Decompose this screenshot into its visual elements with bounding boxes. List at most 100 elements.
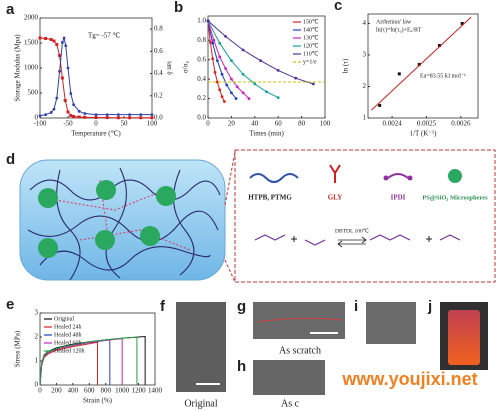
series-line [39,37,153,119]
panel-label: c [334,0,342,14]
marker [94,113,98,117]
x-tick-label: 0 [94,120,98,128]
x-axis-title: Temperature (℃) [71,130,121,138]
legend-label: Healed 120h [54,348,85,354]
y-axis-title: Storage Modulus (Mpa) [14,34,22,102]
component-label: IPDI [391,194,406,202]
marker [55,43,59,46]
caption: As c [281,398,300,409]
y-axis-title: Stress (MPa) [14,330,22,367]
y-axis-title: σ/σ₀ [182,60,190,72]
marker [276,96,280,99]
marker [66,110,70,114]
y-tick-label: 500 [28,89,39,97]
annotation: Tg= -57 ℃ [88,32,121,40]
marker [72,115,76,118]
marker [241,48,245,52]
marker [218,41,222,45]
y2-axis-title: tan δ [165,61,173,75]
panel-label: h [237,358,246,375]
panel-label: d [6,151,15,168]
marker [224,35,227,38]
x-tick-label: 1000 [115,387,130,395]
y-tick-label: 4 [363,19,367,27]
marker [397,72,401,76]
x-tick-label: 400 [68,387,79,395]
x-tick-label: 50 [121,120,129,128]
panel-label: a [6,1,15,18]
component-label: GLY [328,194,343,202]
marker [77,115,81,119]
marker [378,103,382,107]
marker [150,113,154,117]
legend-label: Healed 48h [54,332,82,338]
series-line [39,336,138,386]
x-tick-label: -50 [63,120,73,128]
vial [448,310,480,365]
marker [253,82,257,86]
x-tick-label: 1400 [148,387,163,395]
marker [259,59,263,63]
marker [235,85,239,89]
marker [58,54,62,57]
y-tick-label: 0.2 [197,94,206,102]
marker [222,100,226,103]
marker [61,41,64,44]
y2-tick-label: 0.0 [154,114,163,122]
component-label: PS@SiO₂ Microspheres [422,194,488,201]
marker [206,19,210,23]
plot-frame [367,13,479,119]
x-tick-label: 600 [84,387,95,395]
marker [63,99,67,102]
marker [220,72,224,76]
x-tick-label: 100 [320,120,331,128]
marker [208,40,212,44]
x-tick-label: 0.0025 [417,120,437,128]
marker [62,36,66,40]
legend-label: 110℃ [303,51,319,57]
x-tick-label: 0.0026 [451,120,471,128]
marker [224,67,227,70]
marker [230,59,233,63]
marker [220,95,224,99]
x-tick-label: 40 [251,120,259,128]
panel-label: j [427,298,432,315]
y-tick-label: 1500 [24,39,39,47]
y-tick-label: 0 [35,114,39,122]
y-tick-label: 3 [35,309,39,317]
y-tick-label: 2 [35,333,39,341]
micrograph [176,302,226,392]
micrograph [366,302,416,344]
x-tick-label: 0 [206,120,210,128]
marker [64,44,68,48]
marker [44,113,47,117]
legend-label: 140℃ [303,27,319,33]
marker [94,116,98,119]
y-tick-label: 1 [363,114,367,122]
y-tick-label: 0.6 [197,55,206,63]
x-tick-label: 0.0024 [382,120,402,128]
y-tick-label: 0.8 [197,36,206,44]
caption: As scratch [279,345,321,356]
marker [230,77,233,81]
marker [38,36,42,40]
x-tick-label: 100 [147,120,158,128]
marker [218,55,222,59]
component-icons [249,164,462,248]
marker [60,76,64,80]
marker [294,76,298,80]
watermark: www.youjixi.net [341,369,477,389]
marker [128,113,132,117]
marker [276,69,280,72]
legend-label: Healed 24h [54,324,82,330]
legend-label: Healed 60h [54,340,82,346]
x-axis-title: Strain (%) [83,397,113,405]
marker [69,114,73,117]
reaction-condition: DBTDL 100℃ [335,228,370,234]
y2-tick-label: 0.4 [154,69,163,77]
panel-label: g [237,298,246,315]
marker [213,70,217,74]
marker [83,115,87,119]
panel-label: i [354,298,358,315]
